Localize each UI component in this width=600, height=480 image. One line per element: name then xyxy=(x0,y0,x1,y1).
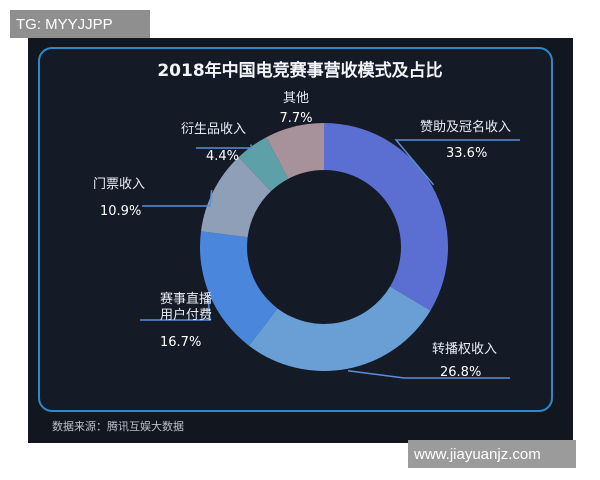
slice-label: 用户付费 xyxy=(160,307,212,323)
donut-slice xyxy=(200,231,278,346)
slice-value-label: 33.6% xyxy=(446,146,487,161)
slice-value-label: 4.4% xyxy=(206,149,239,164)
donut-slice xyxy=(248,286,431,371)
watermark-tag-top: TG: MYYJJPP xyxy=(10,10,150,38)
slice-label: 赛事直播 xyxy=(160,291,212,307)
leader-line xyxy=(196,144,254,149)
donut-slice xyxy=(201,157,271,238)
slice-label: 衍生品收入 xyxy=(181,122,246,137)
donut-slice xyxy=(266,123,324,179)
donut-slices xyxy=(200,123,448,371)
slice-value-label: 10.9% xyxy=(100,204,141,219)
slice-label: 赞助及冠名收入 xyxy=(420,119,511,135)
slice-label: 转播权收入 xyxy=(432,341,497,357)
donut-slice xyxy=(324,123,448,311)
leader-line xyxy=(142,189,213,207)
source-note: 数据来源：腾讯互娱大数据 xyxy=(52,420,184,433)
slice-value-label: 26.8% xyxy=(440,365,481,380)
leader-lines xyxy=(140,139,520,379)
leader-line xyxy=(347,369,510,379)
slice-value-label: 16.7% xyxy=(160,335,201,350)
watermark-url: www.jiayuanjz.com xyxy=(408,440,576,468)
chart-title: 2018年中国电竞赛事营收模式及占比 xyxy=(157,61,443,81)
slice-value-label: 7.7% xyxy=(279,111,312,126)
leader-line xyxy=(140,295,211,321)
leader-line xyxy=(394,139,520,186)
donut-slice xyxy=(238,137,289,192)
slice-label: 其他 xyxy=(283,91,309,106)
slice-label: 门票收入 xyxy=(93,177,145,192)
